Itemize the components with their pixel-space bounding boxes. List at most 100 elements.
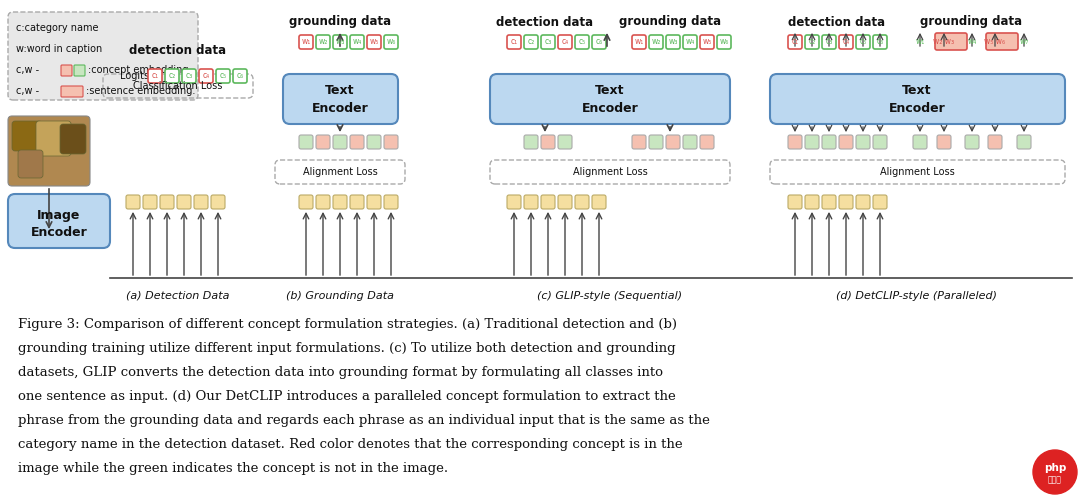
FancyBboxPatch shape bbox=[367, 35, 381, 49]
FancyBboxPatch shape bbox=[384, 195, 399, 209]
FancyBboxPatch shape bbox=[524, 35, 538, 49]
FancyBboxPatch shape bbox=[873, 195, 887, 209]
Text: w₅ w₆: w₅ w₆ bbox=[985, 38, 1005, 47]
FancyBboxPatch shape bbox=[8, 194, 110, 248]
FancyBboxPatch shape bbox=[60, 124, 86, 154]
Text: grounding data: grounding data bbox=[619, 15, 721, 28]
FancyBboxPatch shape bbox=[575, 35, 589, 49]
Text: c₃: c₃ bbox=[186, 71, 192, 80]
Text: Logits: Logits bbox=[120, 71, 149, 81]
Text: c₅: c₅ bbox=[579, 38, 585, 47]
FancyBboxPatch shape bbox=[283, 74, 399, 124]
Text: one sentence as input. (d) Our DetCLIP introduces a paralleled concept formulati: one sentence as input. (d) Our DetCLIP i… bbox=[18, 390, 676, 403]
Text: detection data: detection data bbox=[130, 45, 227, 58]
Text: c₅: c₅ bbox=[219, 71, 227, 80]
Text: c₂: c₂ bbox=[527, 38, 535, 47]
FancyBboxPatch shape bbox=[1017, 135, 1031, 149]
Text: Text: Text bbox=[325, 84, 354, 98]
Text: c₄: c₄ bbox=[842, 38, 850, 47]
Text: image while the green indicates the concept is not in the image.: image while the green indicates the conc… bbox=[18, 462, 448, 475]
Text: detection data: detection data bbox=[497, 15, 594, 28]
FancyBboxPatch shape bbox=[367, 135, 381, 149]
Text: w₃: w₃ bbox=[669, 38, 677, 47]
Text: Classification Loss: Classification Loss bbox=[133, 81, 222, 91]
FancyBboxPatch shape bbox=[575, 195, 589, 209]
Text: category name in the detection dataset. Red color denotes that the corresponding: category name in the detection dataset. … bbox=[18, 438, 683, 451]
Text: c,w -: c,w - bbox=[16, 86, 39, 96]
FancyBboxPatch shape bbox=[541, 135, 555, 149]
FancyBboxPatch shape bbox=[541, 35, 555, 49]
Text: w₆: w₆ bbox=[387, 38, 395, 47]
Text: Alignment Loss: Alignment Loss bbox=[879, 167, 955, 177]
Text: c₁: c₁ bbox=[511, 38, 517, 47]
FancyBboxPatch shape bbox=[12, 121, 42, 151]
FancyBboxPatch shape bbox=[316, 35, 330, 49]
FancyBboxPatch shape bbox=[148, 69, 162, 83]
FancyBboxPatch shape bbox=[632, 35, 646, 49]
FancyBboxPatch shape bbox=[316, 195, 330, 209]
FancyBboxPatch shape bbox=[60, 65, 72, 76]
FancyBboxPatch shape bbox=[770, 74, 1065, 124]
FancyBboxPatch shape bbox=[60, 86, 83, 97]
Text: Encoder: Encoder bbox=[582, 102, 638, 115]
FancyBboxPatch shape bbox=[805, 35, 819, 49]
Text: detection data: detection data bbox=[788, 15, 886, 28]
FancyBboxPatch shape bbox=[367, 195, 381, 209]
FancyBboxPatch shape bbox=[216, 69, 230, 83]
Text: grounding data: grounding data bbox=[920, 15, 1022, 28]
FancyBboxPatch shape bbox=[856, 195, 870, 209]
Text: c₄: c₄ bbox=[562, 38, 568, 47]
FancyBboxPatch shape bbox=[913, 135, 927, 149]
FancyBboxPatch shape bbox=[316, 135, 330, 149]
Text: c,w -: c,w - bbox=[16, 65, 39, 75]
FancyBboxPatch shape bbox=[966, 135, 978, 149]
Text: w₅: w₅ bbox=[369, 38, 379, 47]
Text: w₁: w₁ bbox=[634, 38, 644, 47]
FancyBboxPatch shape bbox=[8, 12, 198, 100]
FancyBboxPatch shape bbox=[839, 135, 853, 149]
Text: w₂: w₂ bbox=[319, 38, 327, 47]
Text: datasets, GLIP converts the detection data into grounding format by formulating : datasets, GLIP converts the detection da… bbox=[18, 366, 663, 379]
Text: (b) Grounding Data: (b) Grounding Data bbox=[286, 291, 394, 301]
FancyBboxPatch shape bbox=[592, 35, 606, 49]
FancyBboxPatch shape bbox=[649, 35, 663, 49]
FancyBboxPatch shape bbox=[935, 33, 967, 50]
FancyBboxPatch shape bbox=[299, 35, 313, 49]
Text: c₃: c₃ bbox=[544, 38, 552, 47]
FancyBboxPatch shape bbox=[384, 35, 399, 49]
FancyBboxPatch shape bbox=[839, 195, 853, 209]
FancyBboxPatch shape bbox=[199, 69, 213, 83]
Text: Alignment Loss: Alignment Loss bbox=[572, 167, 647, 177]
FancyBboxPatch shape bbox=[558, 35, 572, 49]
Text: Encoder: Encoder bbox=[889, 102, 945, 115]
Text: w₄: w₄ bbox=[686, 38, 694, 47]
FancyBboxPatch shape bbox=[350, 35, 364, 49]
Text: phrase from the grounding data and regards each phrase as an individual input th: phrase from the grounding data and regar… bbox=[18, 414, 710, 427]
Text: :concept embedding.: :concept embedding. bbox=[87, 65, 191, 75]
Text: w₄: w₄ bbox=[968, 38, 976, 47]
FancyBboxPatch shape bbox=[558, 195, 572, 209]
FancyBboxPatch shape bbox=[822, 135, 836, 149]
FancyBboxPatch shape bbox=[299, 135, 313, 149]
Text: w₇: w₇ bbox=[1020, 38, 1028, 47]
Text: w₃: w₃ bbox=[335, 38, 345, 47]
FancyBboxPatch shape bbox=[632, 135, 646, 149]
FancyBboxPatch shape bbox=[788, 35, 802, 49]
FancyBboxPatch shape bbox=[541, 195, 555, 209]
FancyBboxPatch shape bbox=[717, 35, 731, 49]
FancyBboxPatch shape bbox=[126, 195, 140, 209]
FancyBboxPatch shape bbox=[36, 121, 71, 156]
FancyBboxPatch shape bbox=[384, 135, 399, 149]
Text: c₂: c₂ bbox=[168, 71, 176, 80]
FancyBboxPatch shape bbox=[8, 116, 90, 186]
Text: (c) GLIP-style (Sequential): (c) GLIP-style (Sequential) bbox=[538, 291, 683, 301]
FancyBboxPatch shape bbox=[333, 35, 347, 49]
Text: Encoder: Encoder bbox=[312, 102, 368, 115]
FancyBboxPatch shape bbox=[683, 135, 697, 149]
Text: c₂: c₂ bbox=[808, 38, 815, 47]
FancyBboxPatch shape bbox=[143, 195, 157, 209]
Text: w₄: w₄ bbox=[352, 38, 362, 47]
FancyBboxPatch shape bbox=[856, 135, 870, 149]
Text: (d) DetCLIP-style (Paralleled): (d) DetCLIP-style (Paralleled) bbox=[837, 291, 998, 301]
FancyBboxPatch shape bbox=[649, 135, 663, 149]
